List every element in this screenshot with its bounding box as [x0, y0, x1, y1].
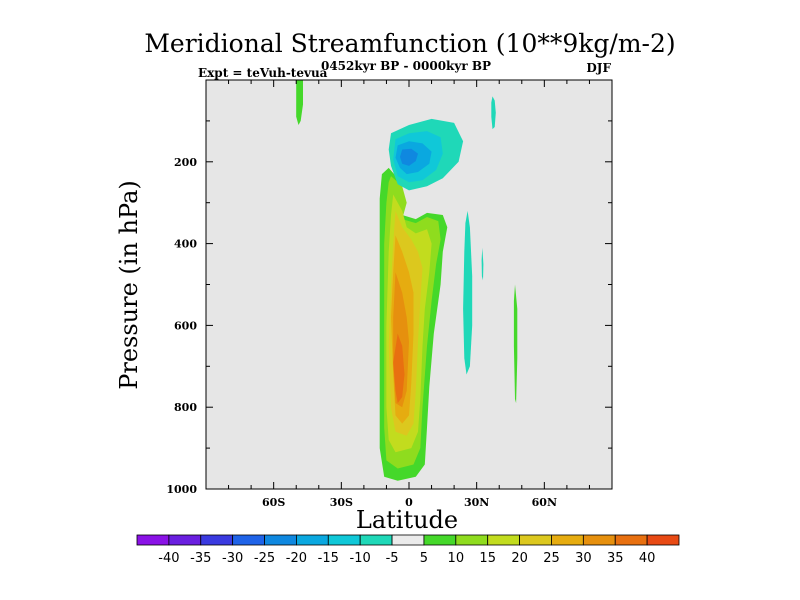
colorbar-swatch [391, 534, 425, 546]
y-tick-label: 800 [174, 401, 197, 414]
upper-negative-cell-level-20 [400, 148, 418, 166]
colorbar-swatch [423, 534, 457, 546]
y-tick-label: 1000 [166, 483, 197, 496]
colorbar-label: 10 [448, 551, 465, 566]
colorbar-label: 30 [575, 551, 592, 566]
colorbar-label: -5 [386, 551, 399, 566]
colorbar: -40 -35 -30 -25 -20 -15 -10 -5 5 10 15 20 25 30 35 40 [136, 534, 680, 566]
x-tick-label: 60S [262, 496, 285, 509]
colorbar-swatch [551, 534, 584, 546]
x-tick-label: 0 [405, 496, 413, 509]
colorbar-label: 20 [511, 551, 528, 566]
colorbar-label: -15 [318, 551, 339, 566]
colorbar-label: 15 [479, 551, 496, 566]
colorbar-swatch [519, 534, 552, 546]
colorbar-swatch [168, 534, 202, 546]
colorbar-swatch [582, 534, 616, 546]
contour-regions [296, 80, 518, 481]
max-positive-cell-level-35 [393, 333, 405, 404]
colorbar-label: 35 [607, 551, 624, 566]
colorbar-label: 5 [420, 551, 428, 566]
colorbar-swatch [200, 534, 234, 546]
positive-streak-near-45s [296, 80, 303, 125]
colorbar-swatch [136, 534, 170, 546]
y-axis-ticks: 200 400 600 800 1000 [166, 120, 612, 496]
negative-streak-near-25n [463, 210, 473, 375]
colorbar-label: -30 [222, 551, 243, 566]
x-axis-label: Latitude [356, 506, 458, 534]
colorbar-label: -25 [254, 551, 275, 566]
colorbar-label: -35 [190, 551, 211, 566]
colorbar-label: -20 [286, 551, 307, 566]
colorbar-label: -40 [158, 551, 179, 566]
negative-streak-near-38n [491, 96, 496, 130]
colorbar-swatch [614, 534, 648, 546]
time-range-label: 0452kyr BP - 0000kyr BP [321, 59, 491, 73]
y-tick-label: 600 [174, 319, 197, 332]
colorbar-swatch [359, 534, 393, 546]
colorbar-swatch [646, 534, 680, 546]
season-label: DJF [586, 61, 611, 75]
y-tick-label: 400 [174, 238, 197, 251]
chart-title: Meridional Streamfunction (10**9kg/m-2) [144, 29, 675, 58]
colorbar-swatch [487, 534, 520, 546]
x-tick-label: 60N [532, 496, 557, 509]
colorbar-swatch [264, 534, 297, 546]
positive-streak-near-48n [513, 284, 518, 404]
x-axis-ticks: 60S 30S 0 30N 60N [228, 80, 590, 509]
x-tick-label: 30S [330, 496, 353, 509]
experiment-label: Expt = teVuh-tevua [198, 66, 328, 80]
colorbar-swatch [296, 534, 329, 546]
colorbar-swatch [232, 534, 265, 546]
y-axis-label: Pressure (in hPa) [115, 180, 143, 390]
colorbar-label: -10 [350, 551, 371, 566]
x-tick-label: 30N [464, 496, 489, 509]
colorbar-swatch [327, 534, 361, 546]
colorbar-label: 25 [543, 551, 560, 566]
y-tick-label: 200 [174, 156, 197, 169]
colorbar-swatch [455, 534, 489, 546]
negative-streak-near-32n [481, 247, 484, 281]
colorbar-label: 40 [639, 551, 656, 566]
